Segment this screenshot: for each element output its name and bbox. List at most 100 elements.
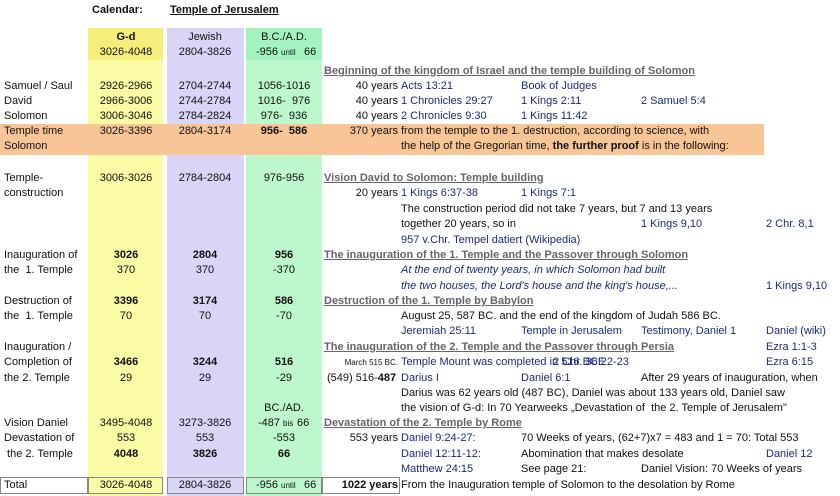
- cell-text: 976- 936: [260, 110, 308, 122]
- cell-text: 4048: [113, 448, 139, 460]
- cell-text: 70: [198, 310, 212, 322]
- cell-text: 2966-3006: [99, 95, 153, 107]
- gd-column: [88, 28, 163, 496]
- reference-link[interactable]: Daniel 12: [766, 448, 813, 460]
- cell-text: 370: [116, 264, 136, 276]
- cell-text: Temple time: [4, 125, 64, 137]
- cell-text: together 20 years, so in: [401, 218, 516, 230]
- highlight-row: [0, 124, 764, 155]
- cell-text: Total: [4, 479, 28, 491]
- reference-link[interactable]: 1 Chronicles 29:27: [401, 95, 493, 107]
- reference-link[interactable]: 2 Chr. 8,1: [766, 218, 814, 230]
- cell-text: 3006-3046: [99, 110, 153, 122]
- reference-link[interactable]: Testimony, Daniel 1: [641, 325, 737, 337]
- cell-text: Inauguration /: [4, 341, 72, 353]
- cell-text: the 1. Temple: [4, 264, 73, 276]
- cell-text: bis: [283, 419, 294, 428]
- section-heading: Beginning of the kingdom of Israel and t…: [324, 65, 695, 77]
- cell-text: 70: [119, 310, 133, 322]
- cell-text: 1022 years: [341, 479, 398, 491]
- cell-text: 29: [198, 372, 212, 384]
- cell-text: 2804-3174: [178, 125, 232, 137]
- cell-text: 3026: [113, 249, 139, 261]
- cell-text: 3495-4048: [99, 417, 153, 429]
- cell-text: Destruction of: [4, 295, 72, 307]
- section-heading: The inauguration of the 2. Temple and th…: [324, 341, 675, 353]
- reference-link[interactable]: Book of Judges: [521, 80, 597, 92]
- cell-text: Temple-: [4, 172, 44, 184]
- reference-link[interactable]: Temple Mount was completed in 516 BCE: [401, 356, 606, 368]
- reference-link[interactable]: Darius I: [401, 372, 439, 384]
- cell-text: 40 years: [355, 80, 398, 92]
- reference-link[interactable]: Daniel 12:11-12:: [401, 448, 481, 460]
- cell-text: Jewish: [188, 31, 222, 43]
- cell-text: Inauguration of: [4, 249, 78, 261]
- cell-text: 20 years: [355, 187, 398, 199]
- cell-text: 70 Weeks of years, (62+7)x7 = 483 and 1 …: [521, 432, 799, 444]
- reference-link[interactable]: 957 v.Chr. Tempel datiert (Wikipedia): [401, 234, 581, 246]
- bcad-header: [246, 28, 322, 60]
- cell-text: From the Inauguration temple of Solomon …: [401, 479, 735, 491]
- cell-text: Solomon: [4, 140, 48, 152]
- reference-link[interactable]: Daniel 9:24-27:: [401, 432, 476, 444]
- cell-text: 2804-3826: [178, 479, 232, 491]
- bcad-column: [246, 28, 322, 496]
- cell-text: 66: [304, 479, 317, 491]
- cell-text: BC./AD.: [264, 402, 304, 414]
- cell-text: 3273-3826: [178, 417, 232, 429]
- reference-link[interactable]: Matthew 24:15: [401, 463, 474, 475]
- cell-text: 3174: [192, 295, 218, 307]
- reference-link[interactable]: 1 Kings 7:1: [521, 187, 577, 199]
- reference-link[interactable]: Daniel (wiki): [766, 325, 826, 337]
- cell-text: 2926-2966: [99, 80, 153, 92]
- reference-link[interactable]: 1 Kings 9,10: [641, 218, 703, 230]
- cell-text: -956: [256, 479, 279, 491]
- reference-link[interactable]: 2 Chr. 36:22-23: [553, 356, 629, 368]
- reference-link[interactable]: 2 Samuel 5:4: [641, 95, 706, 107]
- cell-text: 553: [116, 432, 136, 444]
- cell-text: -553: [272, 432, 296, 444]
- cell-text: 586: [274, 295, 294, 307]
- cell-text: Samuel / Saul: [4, 80, 73, 92]
- reference-link[interactable]: 2 Chronicles 9:30: [401, 110, 487, 122]
- cell-text: (549) 516-487: [327, 372, 397, 384]
- cell-text: the help of the Gregorian time, the furt…: [401, 140, 729, 152]
- cell-text: the vision of G-d: In 70 Yearweeks „Deva…: [401, 402, 787, 414]
- cell-text: August 25, 587 BC. and the end of the ki…: [401, 310, 721, 322]
- cell-text: 2784-2824: [178, 110, 232, 122]
- cell-text: 66: [304, 46, 317, 58]
- reference-link[interactable]: Ezra 1:1-3: [766, 341, 817, 353]
- cell-text: 1016- 976: [257, 95, 311, 107]
- reference-link[interactable]: Acts 13:21: [401, 80, 453, 92]
- cell-text: 66: [297, 417, 310, 429]
- cell-text: 3244: [192, 356, 218, 368]
- reference-link[interactable]: 1 Kings 11:42: [521, 110, 588, 122]
- cell-text: construction: [4, 187, 64, 199]
- cell-text: 2804-3826: [178, 46, 232, 58]
- quote-text: At the end of twenty years, in which Sol…: [401, 264, 666, 276]
- reference-link[interactable]: Temple in Jerusalem: [521, 325, 622, 337]
- cell-text: 3826: [192, 448, 218, 460]
- cell-text: 976-956: [263, 172, 305, 184]
- cell-text: David: [4, 95, 33, 107]
- cell-text: until: [281, 48, 296, 57]
- cell-text: -487: [258, 417, 281, 429]
- cell-text: the 2. Temple: [4, 372, 70, 384]
- cell-text: 40 years: [355, 95, 398, 107]
- reference-link[interactable]: Ezra 6:15: [766, 356, 814, 368]
- quote-text: the two houses, the Lord's house and the…: [401, 280, 678, 292]
- cell-text: -70: [276, 310, 292, 322]
- cell-text: is in the following:: [638, 140, 729, 152]
- cell-text: the 2. Temple: [4, 448, 73, 460]
- cell-text: B.C./A.D.: [261, 31, 307, 43]
- cell-text: After 29 years of inauguration, when: [641, 372, 818, 384]
- cell-text: 2704-2744: [178, 80, 232, 92]
- reference-link[interactable]: Jeremiah 25:11: [401, 325, 477, 337]
- reference-link[interactable]: Daniel 6:1: [521, 372, 571, 384]
- cell-text: -370: [272, 264, 296, 276]
- reference-link[interactable]: 1 Kings 2:11: [521, 95, 582, 107]
- reference-link[interactable]: 1 Kings 6:37-38: [401, 187, 479, 199]
- cell-text: 956: [274, 249, 294, 261]
- reference-link[interactable]: 1 Kings 9,10: [766, 280, 828, 292]
